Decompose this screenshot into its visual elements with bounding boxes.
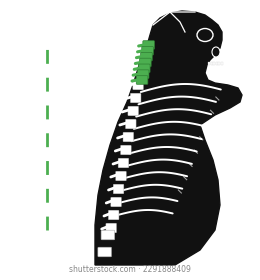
FancyBboxPatch shape (116, 171, 126, 181)
FancyBboxPatch shape (137, 70, 149, 78)
Ellipse shape (197, 29, 213, 41)
FancyBboxPatch shape (141, 52, 152, 61)
FancyBboxPatch shape (211, 62, 212, 65)
FancyBboxPatch shape (101, 230, 115, 240)
Text: shutterstock.com · 2291888409: shutterstock.com · 2291888409 (69, 265, 191, 274)
FancyBboxPatch shape (108, 210, 119, 220)
FancyBboxPatch shape (130, 93, 141, 103)
FancyBboxPatch shape (139, 64, 150, 73)
FancyBboxPatch shape (118, 158, 129, 168)
FancyBboxPatch shape (128, 106, 139, 116)
FancyBboxPatch shape (216, 62, 218, 65)
FancyBboxPatch shape (220, 62, 223, 65)
FancyBboxPatch shape (123, 132, 134, 142)
FancyBboxPatch shape (126, 119, 136, 129)
Ellipse shape (212, 47, 220, 57)
FancyBboxPatch shape (106, 223, 116, 233)
FancyBboxPatch shape (208, 62, 210, 65)
FancyBboxPatch shape (113, 184, 124, 194)
FancyBboxPatch shape (121, 145, 131, 155)
FancyBboxPatch shape (142, 46, 153, 55)
Polygon shape (95, 11, 242, 265)
FancyBboxPatch shape (136, 76, 148, 84)
FancyBboxPatch shape (133, 80, 144, 90)
FancyBboxPatch shape (213, 62, 215, 65)
FancyBboxPatch shape (143, 41, 154, 49)
FancyBboxPatch shape (140, 58, 151, 67)
FancyBboxPatch shape (98, 247, 112, 257)
FancyBboxPatch shape (218, 62, 220, 65)
FancyBboxPatch shape (111, 197, 121, 207)
